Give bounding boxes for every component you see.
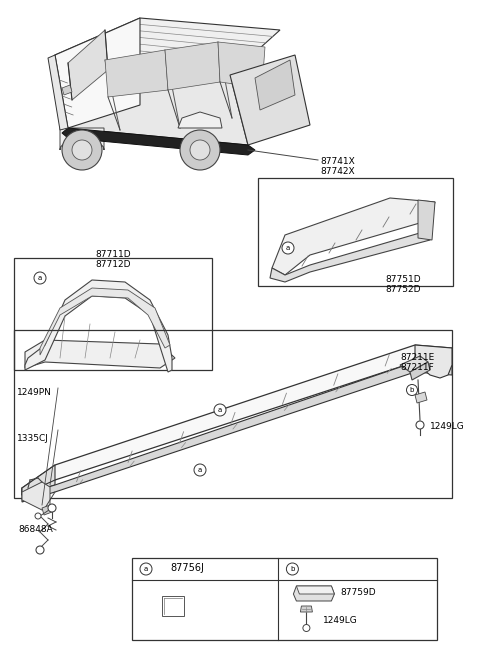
Text: 1249PN: 1249PN <box>17 388 52 397</box>
Text: a: a <box>198 467 202 473</box>
Circle shape <box>407 384 418 396</box>
Polygon shape <box>55 18 280 75</box>
Circle shape <box>416 421 424 429</box>
Circle shape <box>62 130 102 170</box>
Polygon shape <box>105 50 168 97</box>
Text: 1249LG: 1249LG <box>430 422 465 431</box>
Polygon shape <box>25 280 172 372</box>
Polygon shape <box>62 128 255 155</box>
Polygon shape <box>270 230 430 282</box>
Polygon shape <box>25 340 175 368</box>
Text: a: a <box>218 407 222 413</box>
Circle shape <box>287 563 299 575</box>
Text: 87712D: 87712D <box>95 260 131 269</box>
Bar <box>258 178 453 286</box>
Polygon shape <box>415 392 427 403</box>
Polygon shape <box>293 586 335 601</box>
Bar <box>162 596 184 616</box>
Polygon shape <box>300 606 312 612</box>
Text: 87211F: 87211F <box>400 363 434 372</box>
Polygon shape <box>178 112 222 128</box>
Circle shape <box>282 242 294 254</box>
Polygon shape <box>218 42 265 88</box>
Text: a: a <box>144 566 148 572</box>
Circle shape <box>194 464 206 476</box>
Circle shape <box>34 272 46 284</box>
Text: 87741X: 87741X <box>320 157 355 166</box>
Circle shape <box>180 130 220 170</box>
Polygon shape <box>55 18 140 128</box>
Circle shape <box>35 513 41 519</box>
Circle shape <box>190 140 210 160</box>
Polygon shape <box>62 85 72 95</box>
Polygon shape <box>22 480 55 495</box>
Polygon shape <box>418 200 435 240</box>
Circle shape <box>48 504 56 512</box>
Text: 87711D: 87711D <box>95 250 131 259</box>
Bar <box>14 330 452 498</box>
Text: 87752D: 87752D <box>385 285 420 294</box>
Polygon shape <box>296 586 335 594</box>
Polygon shape <box>55 55 248 145</box>
Polygon shape <box>410 362 430 380</box>
Text: 87742X: 87742X <box>320 167 355 176</box>
Circle shape <box>140 563 152 575</box>
Bar <box>14 258 212 370</box>
Circle shape <box>36 546 44 554</box>
Text: 87751D: 87751D <box>385 275 420 284</box>
Polygon shape <box>22 362 452 502</box>
Circle shape <box>72 140 92 160</box>
Text: 1335CJ: 1335CJ <box>17 434 49 443</box>
Polygon shape <box>60 128 104 150</box>
Circle shape <box>303 625 310 632</box>
Polygon shape <box>40 288 170 355</box>
Polygon shape <box>165 42 220 90</box>
Text: b: b <box>410 387 414 393</box>
Text: a: a <box>286 245 290 251</box>
Polygon shape <box>230 55 310 145</box>
Text: 87756J: 87756J <box>170 563 204 573</box>
Polygon shape <box>48 55 68 130</box>
Text: 86848A: 86848A <box>18 525 53 534</box>
Polygon shape <box>22 482 50 510</box>
Polygon shape <box>68 30 108 100</box>
Polygon shape <box>272 198 435 275</box>
Polygon shape <box>400 356 428 372</box>
Bar <box>132 558 437 640</box>
Text: 87759D: 87759D <box>340 588 376 597</box>
Polygon shape <box>22 465 55 495</box>
Text: a: a <box>38 275 42 281</box>
Text: b: b <box>290 566 295 572</box>
Text: 1249LG: 1249LG <box>324 616 358 625</box>
Polygon shape <box>22 345 452 495</box>
Circle shape <box>214 404 226 416</box>
Polygon shape <box>255 60 295 110</box>
Text: 87211E: 87211E <box>400 353 434 362</box>
Polygon shape <box>415 345 452 378</box>
Polygon shape <box>42 505 52 515</box>
